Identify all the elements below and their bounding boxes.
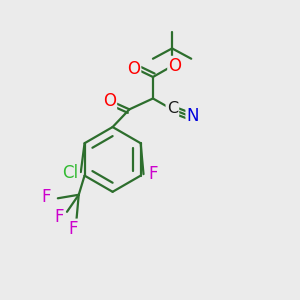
Text: N: N <box>187 107 199 125</box>
Text: F: F <box>54 208 64 226</box>
Text: O: O <box>103 92 116 110</box>
Text: F: F <box>42 188 51 206</box>
Text: C: C <box>167 101 178 116</box>
Text: O: O <box>169 57 182 75</box>
Text: Cl: Cl <box>62 164 79 182</box>
Text: F: F <box>68 220 78 238</box>
Text: O: O <box>127 60 140 78</box>
Text: F: F <box>148 165 158 183</box>
